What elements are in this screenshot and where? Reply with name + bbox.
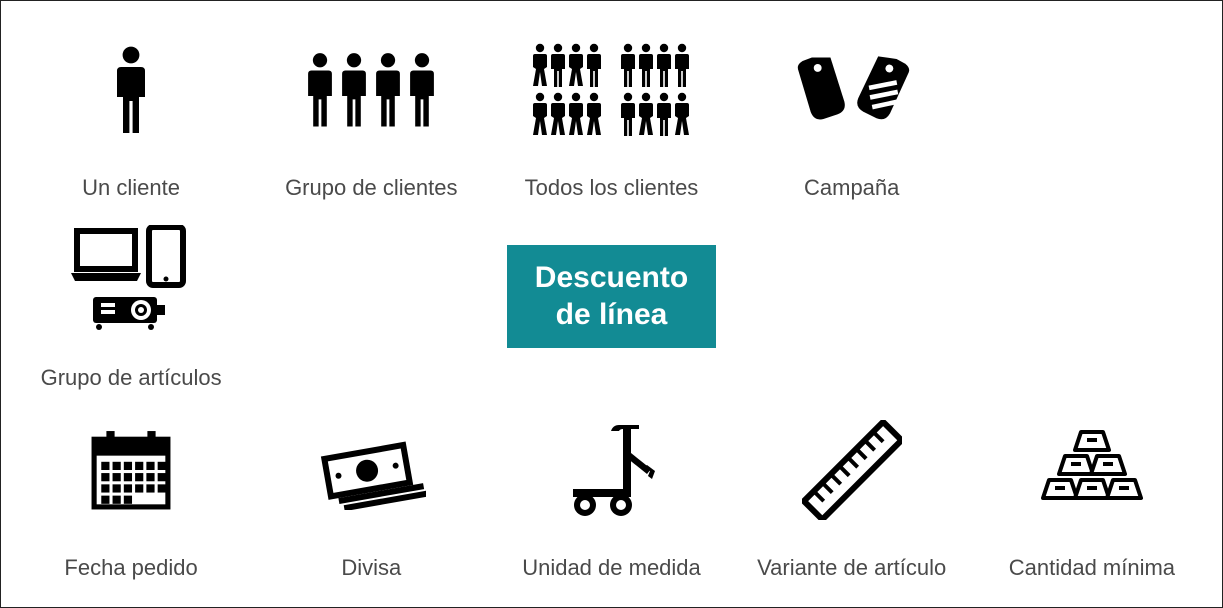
label-campana: Campaña <box>804 175 899 201</box>
money-icon <box>251 391 491 549</box>
cell-divisa: Divisa <box>251 391 491 581</box>
center-title-box: Descuento de línea <box>507 245 716 348</box>
label-un-cliente: Un cliente <box>82 175 180 201</box>
ruler-icon <box>732 391 972 549</box>
calendar-icon <box>11 391 251 549</box>
empty-r2c4 <box>732 201 972 391</box>
label-divisa: Divisa <box>341 555 401 581</box>
label-fecha-pedido: Fecha pedido <box>64 555 197 581</box>
gold-bars-icon <box>972 391 1212 549</box>
cell-cantidad-minima: Cantidad mínima <box>972 391 1212 581</box>
devices-icon <box>11 201 251 359</box>
cell-grupo-clientes: Grupo de clientes <box>251 11 491 201</box>
empty-r2c5 <box>972 201 1212 391</box>
label-grupo-clientes: Grupo de clientes <box>285 175 457 201</box>
cell-campana: Campaña <box>732 11 972 201</box>
person-single-icon <box>11 11 251 169</box>
empty-r1c5 <box>972 11 1212 201</box>
cell-un-cliente: Un cliente <box>11 11 251 201</box>
label-variante-articulo: Variante de artículo <box>757 555 946 581</box>
person-crowd-icon <box>491 11 731 169</box>
center-line2: de línea <box>556 298 668 331</box>
person-group-icon <box>251 11 491 169</box>
label-grupo-articulos: Grupo de artículos <box>41 365 222 391</box>
cell-grupo-articulos: Grupo de artículos <box>11 201 251 391</box>
hand-truck-icon <box>491 391 731 549</box>
cell-unidad-medida: Unidad de medida <box>491 391 731 581</box>
center-line1: Descuento <box>535 261 688 294</box>
cell-variante-articulo: Variante de artículo <box>732 391 972 581</box>
price-tags-icon <box>732 11 972 169</box>
label-unidad-medida: Unidad de medida <box>522 555 701 581</box>
infographic-grid: Un cliente Grupo de clientes <box>1 1 1222 607</box>
cell-fecha-pedido: Fecha pedido <box>11 391 251 581</box>
empty-r2c2 <box>251 201 491 391</box>
label-todos-clientes: Todos los clientes <box>525 175 699 201</box>
center-cell: Descuento de línea <box>491 201 731 391</box>
label-cantidad-minima: Cantidad mínima <box>1009 555 1175 581</box>
cell-todos-clientes: Todos los clientes <box>491 11 731 201</box>
